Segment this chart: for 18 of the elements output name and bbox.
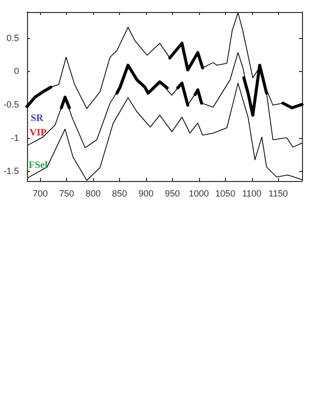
x-tick-label: 850 bbox=[112, 188, 128, 198]
y-tick-label: -1.5 bbox=[3, 166, 19, 176]
series-label: SR bbox=[30, 112, 44, 124]
series-label: VIP bbox=[29, 128, 47, 139]
y-tick-label: 0.5 bbox=[6, 32, 19, 43]
x-tick-label: 1150 bbox=[268, 188, 288, 198]
x-tick-label: 750 bbox=[59, 188, 74, 198]
x-tick-label: 700 bbox=[32, 188, 48, 198]
x-tick-label: 800 bbox=[86, 188, 101, 198]
x-tick-label: 900 bbox=[138, 188, 154, 198]
x-tick-label: 950 bbox=[164, 188, 180, 198]
y-tick-label: 0 bbox=[14, 66, 19, 76]
y-tick-label: -0.5 bbox=[3, 99, 19, 110]
x-tick-label: 1100 bbox=[242, 188, 262, 198]
x-tick-label: 1050 bbox=[215, 188, 236, 198]
x-tick-label: 1000 bbox=[188, 188, 209, 198]
series-label: FSel bbox=[28, 160, 48, 172]
y-tick-label: -1 bbox=[10, 132, 19, 143]
